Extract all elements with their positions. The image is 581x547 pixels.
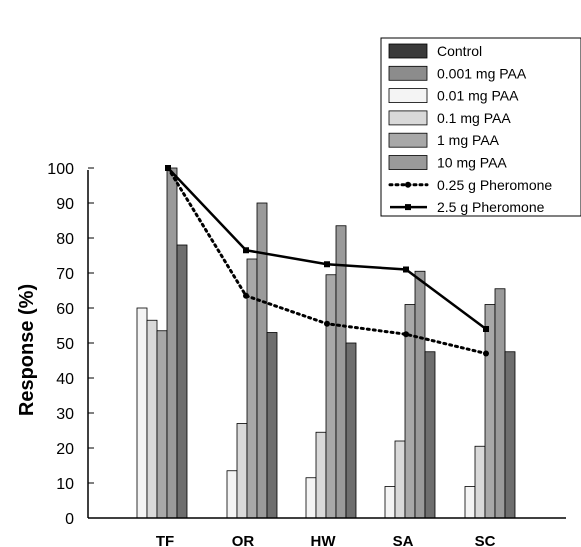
y-tick-label-0: 0 xyxy=(65,511,74,528)
category-label-sc: SC xyxy=(475,533,496,547)
legend-marker-2-5-g-pheromone xyxy=(405,204,411,211)
y-tick-label-70: 70 xyxy=(56,266,74,283)
bar-or-0-1-mg-paa xyxy=(236,423,248,519)
point-2-5-g-pheromone-tf xyxy=(165,165,171,171)
category-label-tf: TF xyxy=(156,533,174,547)
series-lines xyxy=(165,165,489,357)
bar-sa-series-6 xyxy=(424,351,436,519)
legend-swatch-0-01-mg-paa xyxy=(388,88,428,103)
point-2-5-g-pheromone-hw xyxy=(324,261,330,268)
y-tick-label-80: 80 xyxy=(56,231,74,248)
bar-sc-0-01-mg-paa xyxy=(464,486,476,519)
bar-hw-series-6 xyxy=(345,342,357,519)
bar-or-series-6 xyxy=(266,332,278,519)
legend-label-0-25-g-pheromone: 0.25 g Pheromone xyxy=(437,177,552,193)
legend-label-2-5-g-pheromone: 2.5 g Pheromone xyxy=(437,199,545,215)
legend-swatch-0-1-mg-paa xyxy=(388,110,428,126)
y-tick-label-100: 100 xyxy=(47,161,74,178)
bar-sc-series-6 xyxy=(504,351,516,519)
point-0-25-g-pheromone-sa xyxy=(403,331,409,338)
legend-swatch-0-001-mg-paa xyxy=(388,65,428,81)
point-0-25-g-pheromone-hw xyxy=(324,320,330,327)
bar-tf-1-mg-paa xyxy=(156,330,168,519)
bar-sa-10-mg-paa xyxy=(414,270,426,519)
y-tick-labels: 0 10 20 30 40 50 60 70 80 90 100 xyxy=(47,161,74,528)
bar-tf-0-01-mg-paa xyxy=(136,307,148,519)
legend-label-control: Control xyxy=(437,43,482,59)
point-0-25-g-pheromone-sc xyxy=(483,350,489,357)
category-label-hw: HW xyxy=(311,533,337,547)
bar-hw-0-1-mg-paa xyxy=(315,431,327,519)
category-label-or: OR xyxy=(232,533,255,547)
bar-tf-10-mg-paa xyxy=(166,167,178,519)
legend-label-0-001-mg-paa: 0.001 mg PAA xyxy=(437,65,527,81)
bar-sc-10-mg-paa xyxy=(494,288,506,519)
legend-swatch-control xyxy=(388,43,428,59)
y-tick-label-20: 20 xyxy=(56,441,74,458)
y-tick-label-90: 90 xyxy=(56,196,74,213)
point-0-25-g-pheromone-or xyxy=(243,292,249,299)
bar-or-10-mg-paa xyxy=(256,202,268,519)
y-axis-label: Response (%) xyxy=(16,284,38,416)
legend-label-10-mg-paa: 10 mg PAA xyxy=(437,155,507,171)
y-tick-label-30: 30 xyxy=(56,406,74,423)
legend-label-0-01-mg-paa: 0.01 mg PAA xyxy=(437,88,519,104)
legend-swatch-1-mg-paa xyxy=(388,132,428,148)
category-label-sa: SA xyxy=(393,533,414,547)
point-2-5-g-pheromone-sa xyxy=(403,266,409,273)
axes xyxy=(87,167,566,519)
bars-layer xyxy=(136,167,516,519)
bar-sa-0-01-mg-paa xyxy=(384,486,396,519)
y-tick-label-50: 50 xyxy=(56,336,74,353)
bar-tf-0-1-mg-paa xyxy=(146,319,158,519)
bar-sc-0-1-mg-paa xyxy=(474,445,486,519)
legend-swatch-10-mg-paa xyxy=(388,155,428,170)
bar-or-0-01-mg-paa xyxy=(226,470,238,519)
bar-tf-series-6 xyxy=(176,244,188,519)
y-tick-label-40: 40 xyxy=(56,371,74,388)
y-tick-label-10: 10 xyxy=(56,476,74,493)
y-tick-label-60: 60 xyxy=(56,301,74,318)
legend-marker-0-25-g-pheromone xyxy=(405,181,411,188)
category-labels: TF OR HW SA SC xyxy=(156,533,496,547)
point-2-5-g-pheromone-or xyxy=(243,247,249,254)
bar-sa-0-1-mg-paa xyxy=(394,440,406,519)
legend-label-0-1-mg-paa: 0.1 mg PAA xyxy=(437,110,511,126)
legend-label-1-mg-paa: 1 mg PAA xyxy=(437,132,500,148)
point-2-5-g-pheromone-sc xyxy=(483,326,489,332)
bar-sc-1-mg-paa xyxy=(484,304,496,519)
bar-hw-0-01-mg-paa xyxy=(305,477,317,519)
legend: Control 0.001 mg PAA 0.01 mg PAA 0.1 mg PAA… xyxy=(380,37,581,217)
bar-hw-10-mg-paa xyxy=(335,225,347,519)
bar-hw-1-mg-paa xyxy=(325,274,337,519)
